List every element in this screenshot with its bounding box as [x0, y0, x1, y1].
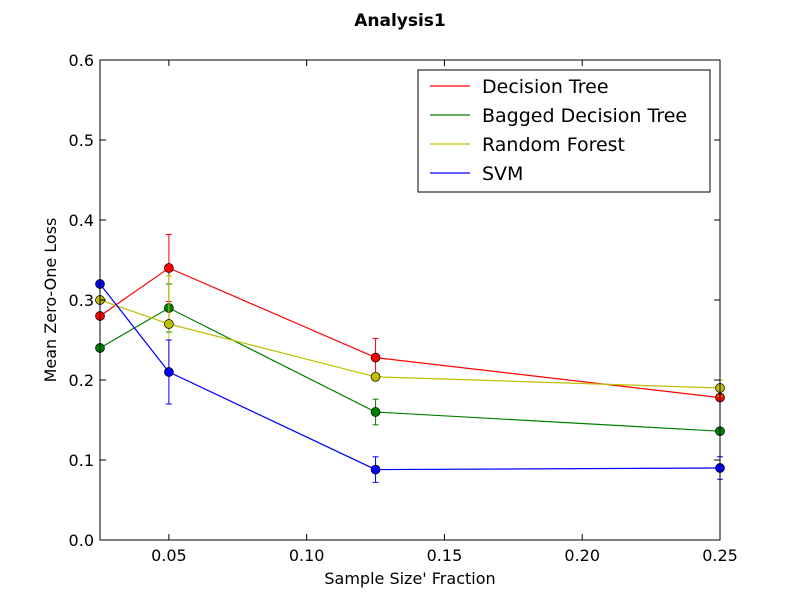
y-tick-label: 0.2: [69, 371, 94, 390]
legend-item-svm: SVM: [430, 163, 523, 185]
data-point: [370, 407, 381, 417]
x-tick-label: 0.10: [289, 546, 325, 565]
y-tick-label: 0.5: [69, 131, 94, 150]
series-layer: [95, 233, 725, 483]
y-axis-label: Mean Zero-One Loss: [41, 218, 60, 383]
legend-label: SVM: [482, 163, 523, 185]
x-tick-label: 0.20: [564, 546, 600, 565]
data-point: [164, 367, 174, 377]
data-point: [164, 319, 174, 329]
legend-label: Decision Tree: [482, 76, 609, 98]
legend-item-random-forest: Random Forest: [430, 134, 625, 156]
data-point: [370, 352, 381, 363]
legend-label: Bagged Decision Tree: [482, 105, 687, 127]
y-tick-labels: 0.0 0.1 0.2 0.3 0.4 0.5 0.6: [69, 51, 94, 550]
legend-item-bagged-decision-tree: Bagged Decision Tree: [430, 105, 687, 127]
data-point: [164, 263, 174, 273]
legend-item-decision-tree: Decision Tree: [430, 76, 609, 98]
legend-items: Decision Tree Bagged Decision Tree Random …: [430, 76, 687, 185]
y-tick-label: 0.4: [69, 211, 94, 230]
data-point: [370, 371, 381, 382]
series-line: [99, 283, 721, 471]
series-line: [99, 299, 721, 389]
y-tick-label: 0.3: [69, 291, 94, 310]
y-tick-label: 0.0: [69, 531, 94, 550]
series-line: [99, 267, 721, 399]
legend-box: [417, 69, 711, 193]
x-tick-label: 0.25: [702, 546, 738, 565]
plot-border: [99, 59, 721, 541]
y-tick-label: 0.1: [69, 451, 94, 470]
x-tick-label: 0.15: [427, 546, 463, 565]
legend-label: Random Forest: [482, 134, 625, 156]
x-axis-label: Sample Size' Fraction: [324, 569, 495, 588]
chart-title: Analysis1: [354, 11, 446, 31]
x-tick-label: 0.05: [151, 546, 187, 565]
y-tick-label: 0.6: [69, 51, 94, 70]
data-point: [370, 464, 381, 475]
legend: Decision Tree Bagged Decision Tree Random …: [417, 69, 711, 193]
x-tick-labels: 0.05 0.10 0.15 0.20 0.25: [151, 546, 738, 565]
